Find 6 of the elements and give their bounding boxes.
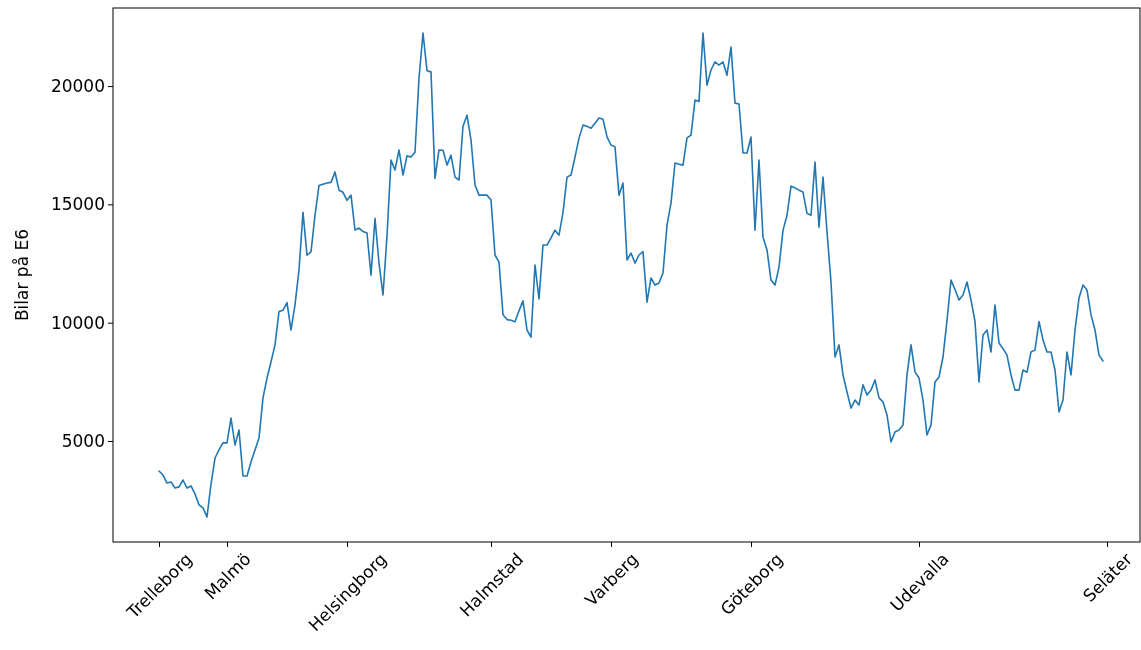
y-tick-label: 20000 — [50, 76, 105, 97]
y-tick-label: 10000 — [50, 312, 105, 333]
y-tick-label: 15000 — [50, 194, 105, 215]
y-axis-title: Bilar på E6 — [12, 228, 32, 322]
line-series — [158, 32, 1104, 518]
y-tick-label: 5000 — [61, 430, 105, 451]
